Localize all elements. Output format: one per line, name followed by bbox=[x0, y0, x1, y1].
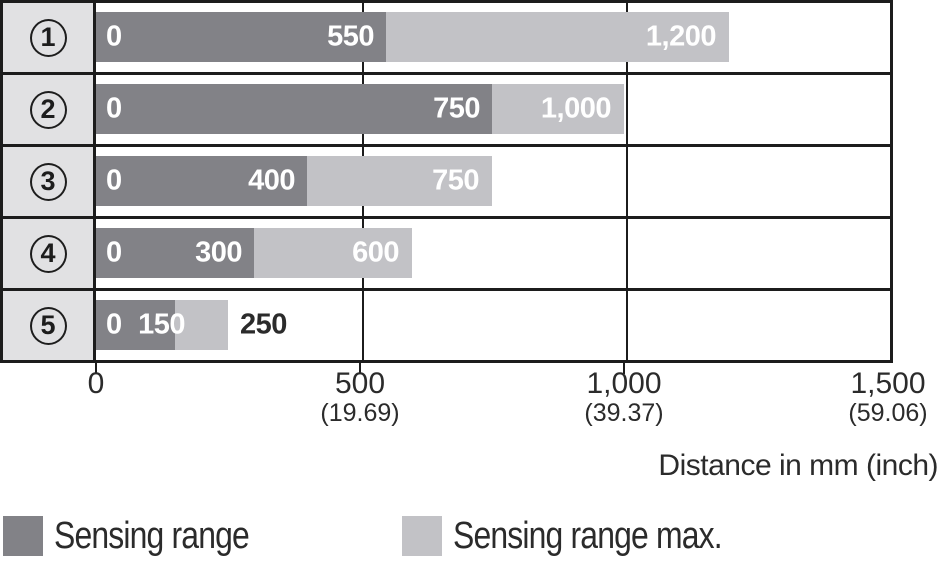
legend-swatch-sensing-range bbox=[3, 516, 43, 556]
bar-zero-label: 0 bbox=[106, 308, 122, 341]
bar-zero-label: 0 bbox=[106, 20, 122, 53]
chart-table: 1 0 550 1,200 2 0 750 1,000 3 0 400 750 4 0 300 600 5 0 15… bbox=[0, 0, 893, 363]
tick-label-inch: (59.06) bbox=[848, 398, 928, 427]
bar-max-label: 750 bbox=[432, 164, 479, 197]
circled-number-4: 4 bbox=[29, 234, 67, 273]
bar-range-label: 550 bbox=[327, 20, 374, 53]
sensing-range-max-bar bbox=[386, 12, 729, 62]
tick-label-inch: (39.37) bbox=[584, 398, 664, 427]
row-header-cell: 1 bbox=[3, 3, 96, 72]
plot-cell: 0 300 600 bbox=[96, 219, 890, 288]
axis-tick-1000 bbox=[623, 363, 625, 374]
sensing-range-bar bbox=[96, 228, 254, 278]
gridline-1000 bbox=[626, 3, 628, 363]
sensing-range-max-bar bbox=[175, 300, 228, 350]
tick-label-inch: (19.69) bbox=[320, 398, 400, 427]
axis-tick-500 bbox=[359, 363, 361, 374]
legend-swatch-sensing-range-max bbox=[402, 516, 442, 556]
axis-tick-0 bbox=[95, 363, 97, 374]
tick-label-mm: 500 bbox=[334, 367, 386, 400]
tick-label-1000: 1,000 (39.37) bbox=[562, 368, 686, 426]
tick-label-mm: 1,000 bbox=[586, 367, 662, 400]
bar-range-label: 750 bbox=[433, 92, 480, 125]
circled-number-1: 1 bbox=[29, 18, 67, 57]
bar-max-label: 1,200 bbox=[645, 20, 717, 53]
x-axis: 0 500 (19.69) 1,000 (39.37) 1,500 (59.06) bbox=[0, 363, 940, 433]
bar-range-label: 400 bbox=[248, 164, 295, 197]
chart-row-2: 2 0 750 1,000 bbox=[3, 75, 890, 147]
row-header-cell: 5 bbox=[3, 291, 96, 360]
sensing-range-bar bbox=[96, 300, 175, 350]
bar-range-label: 150 bbox=[138, 308, 185, 341]
tick-label-mm: 0 bbox=[87, 367, 105, 400]
legend-label: Sensing range max. bbox=[453, 514, 723, 557]
bar-max-label: 250 bbox=[240, 308, 287, 341]
tick-label-500: 500 (19.69) bbox=[298, 368, 422, 426]
chart-row-4: 4 0 300 600 bbox=[3, 219, 890, 291]
bar-zero-label: 0 bbox=[106, 164, 122, 197]
circled-number-3: 3 bbox=[29, 162, 67, 201]
bar-zero-label: 0 bbox=[106, 92, 122, 125]
plot-cell: 0 400 750 bbox=[96, 147, 890, 216]
legend-label: Sensing range bbox=[54, 514, 250, 557]
circled-number-5: 5 bbox=[29, 306, 67, 345]
legend-item-sensing-range: Sensing range bbox=[3, 514, 286, 558]
chart-row-1: 1 0 550 1,200 bbox=[3, 3, 890, 75]
legend-item-sensing-range-max: Sensing range max. bbox=[402, 514, 773, 558]
bar-max-label: 1,000 bbox=[540, 92, 612, 125]
row-header-cell: 3 bbox=[3, 147, 96, 216]
legend: Sensing range Sensing range max. bbox=[0, 514, 940, 558]
row-header-cell: 2 bbox=[3, 75, 96, 144]
sensing-range-max-bar bbox=[492, 84, 624, 134]
bar-max-label: 600 bbox=[352, 236, 399, 269]
sensing-range-bar bbox=[96, 84, 492, 134]
tick-label-1500: 1,500 (59.06) bbox=[826, 368, 940, 426]
tick-label-0: 0 bbox=[34, 368, 158, 400]
plot-cell: 0 750 1,000 bbox=[96, 75, 890, 144]
sensing-range-bar bbox=[96, 156, 307, 206]
bar-zero-label: 0 bbox=[106, 236, 122, 269]
chart-row-3: 3 0 400 750 bbox=[3, 147, 890, 219]
tick-label-mm: 1,500 bbox=[850, 367, 926, 400]
plot-cell: 0 550 1,200 bbox=[96, 3, 890, 72]
sensing-range-max-bar bbox=[307, 156, 492, 206]
sensing-range-max-bar bbox=[254, 228, 412, 278]
sensing-range-bar bbox=[96, 12, 386, 62]
circled-number-2: 2 bbox=[29, 90, 67, 129]
chart-row-5: 5 0 150 250 bbox=[3, 291, 890, 363]
bar-range-label: 300 bbox=[195, 236, 242, 269]
row-header-cell: 4 bbox=[3, 219, 96, 288]
x-axis-title: Distance in mm (inch) bbox=[658, 449, 938, 482]
plot-cell: 0 150 250 bbox=[96, 291, 890, 360]
